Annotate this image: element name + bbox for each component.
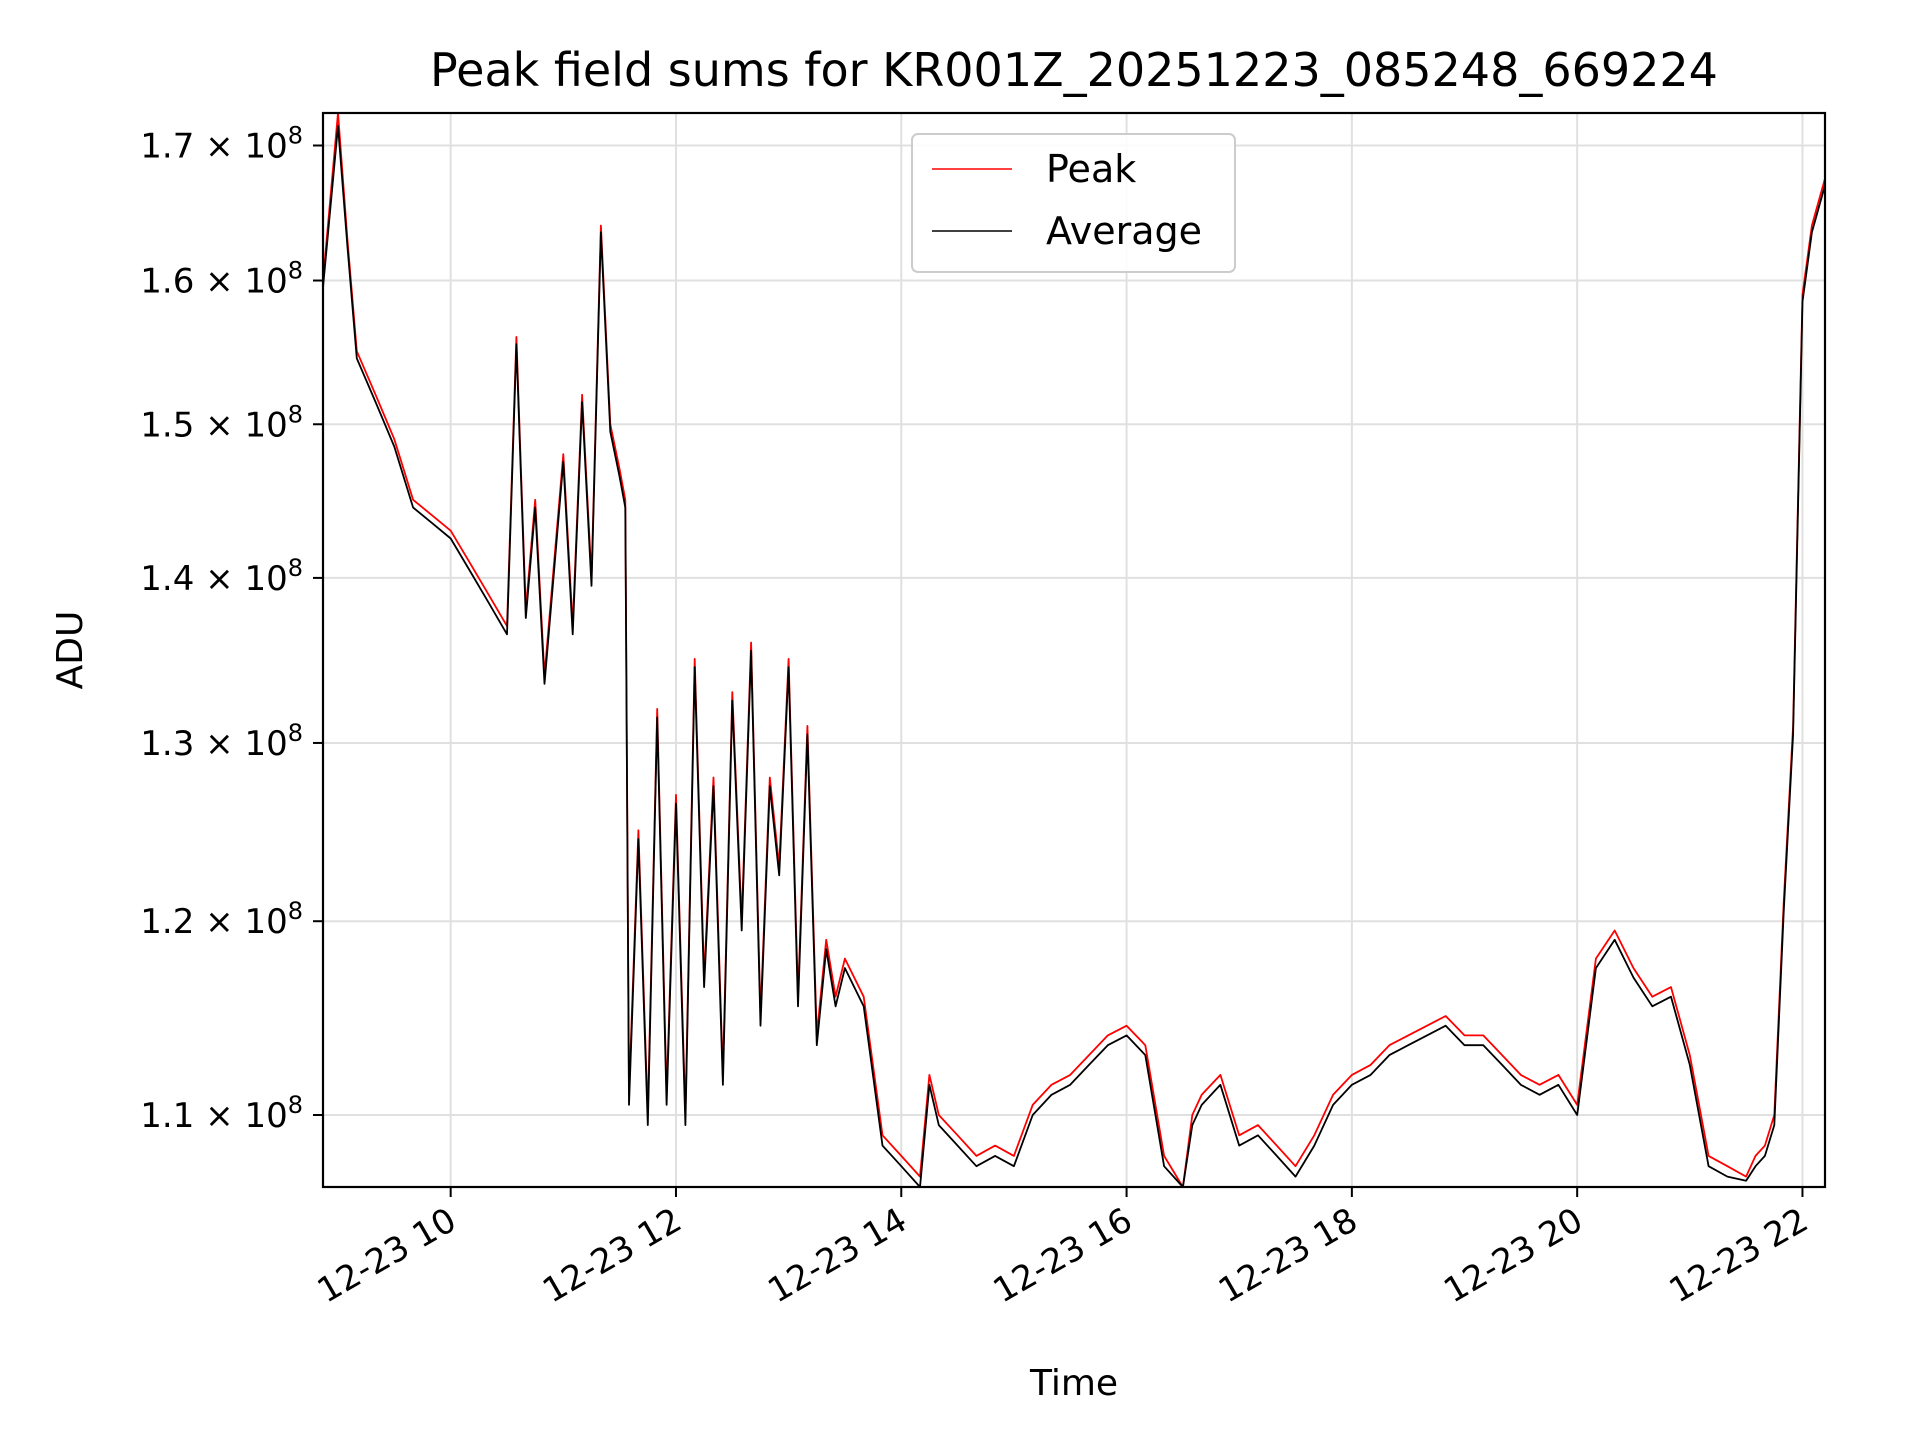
y-tick-label: 1.3 × 108: [140, 719, 303, 764]
x-axis-label: Time: [1029, 1363, 1118, 1404]
y-tick-label: 1.2 × 108: [140, 897, 303, 942]
y-tick-label: 1.5 × 108: [140, 400, 303, 445]
y-tick-label: 1.4 × 108: [140, 554, 303, 599]
legend-label-peak: Peak: [1046, 147, 1136, 191]
y-axis-ticks: 1.1 × 108 1.2 × 108 1.3 × 108 1.4 × 108 1.5 …: [140, 122, 323, 1136]
y-tick-label: 1.1 × 108: [140, 1091, 303, 1136]
legend: Peak Average: [911, 133, 1236, 273]
legend-label-average: Average: [1046, 209, 1202, 253]
chart-title: Peak field sums for KR001Z_20251223_0852…: [430, 43, 1718, 97]
y-tick-label: 1.6 × 108: [140, 257, 303, 302]
y-axis-label: ADU: [50, 611, 91, 690]
y-tick-label: 1.7 × 108: [140, 122, 303, 167]
plot-frame: [321, 111, 1827, 1189]
series-line-average: [322, 125, 1826, 1188]
series-lines: [322, 112, 1826, 1188]
